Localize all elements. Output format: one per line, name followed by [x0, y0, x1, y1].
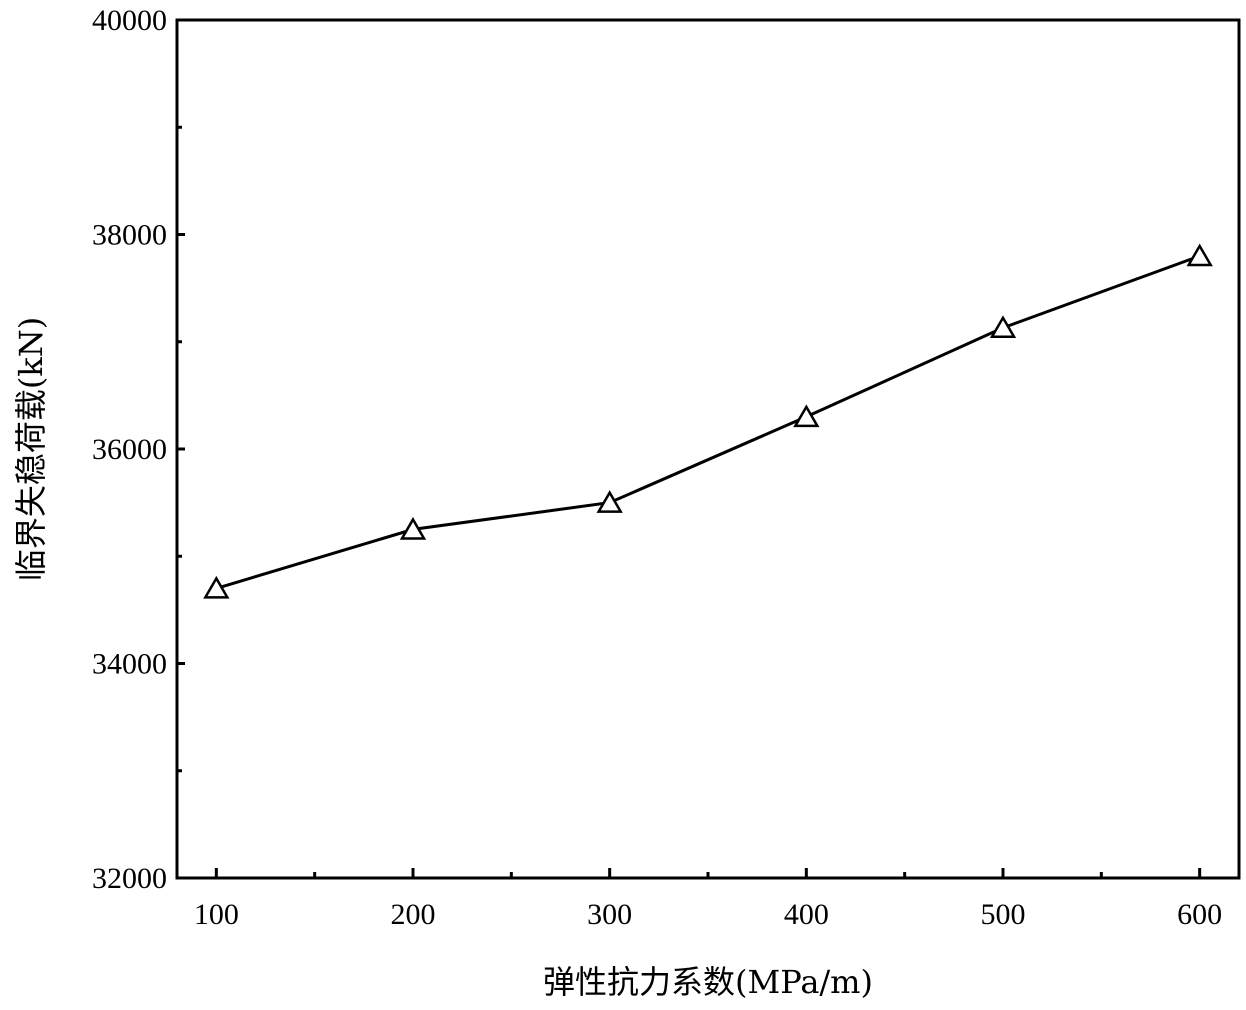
- y-axis-ticks: 32000 34000 36000 38000 40000: [92, 4, 185, 895]
- data-series: [203, 243, 1213, 599]
- triangle-marker: [596, 490, 623, 513]
- x-tick-label: 400: [784, 898, 829, 931]
- x-tick-label: 300: [587, 898, 632, 931]
- y-tick-label: 38000: [92, 219, 167, 252]
- y-tick-label: 34000: [92, 648, 167, 681]
- x-tick-label: 600: [1177, 898, 1222, 931]
- y-tick-label: 32000: [92, 862, 167, 895]
- y-tick-label: 40000: [92, 4, 167, 37]
- x-tick-label: 500: [981, 898, 1026, 931]
- x-tick-label: 200: [391, 898, 436, 931]
- triangle-marker: [203, 575, 230, 599]
- y-tick-label: 36000: [92, 433, 167, 466]
- y-axis-title: 临界失稳荷载(kN): [12, 317, 50, 581]
- x-axis-ticks: 100 200 300 400 500 600: [194, 868, 1222, 931]
- triangle-marker: [793, 404, 820, 428]
- triangle-marker: [1186, 243, 1213, 267]
- x-tick-label: 100: [194, 898, 239, 931]
- plot-frame: [175, 18, 1241, 880]
- triangle-marker: [989, 315, 1017, 339]
- triangle-marker: [399, 516, 427, 540]
- series-line: [215, 254, 1201, 590]
- x-axis-title: 弹性抗力系数(MPa/m): [543, 963, 873, 1001]
